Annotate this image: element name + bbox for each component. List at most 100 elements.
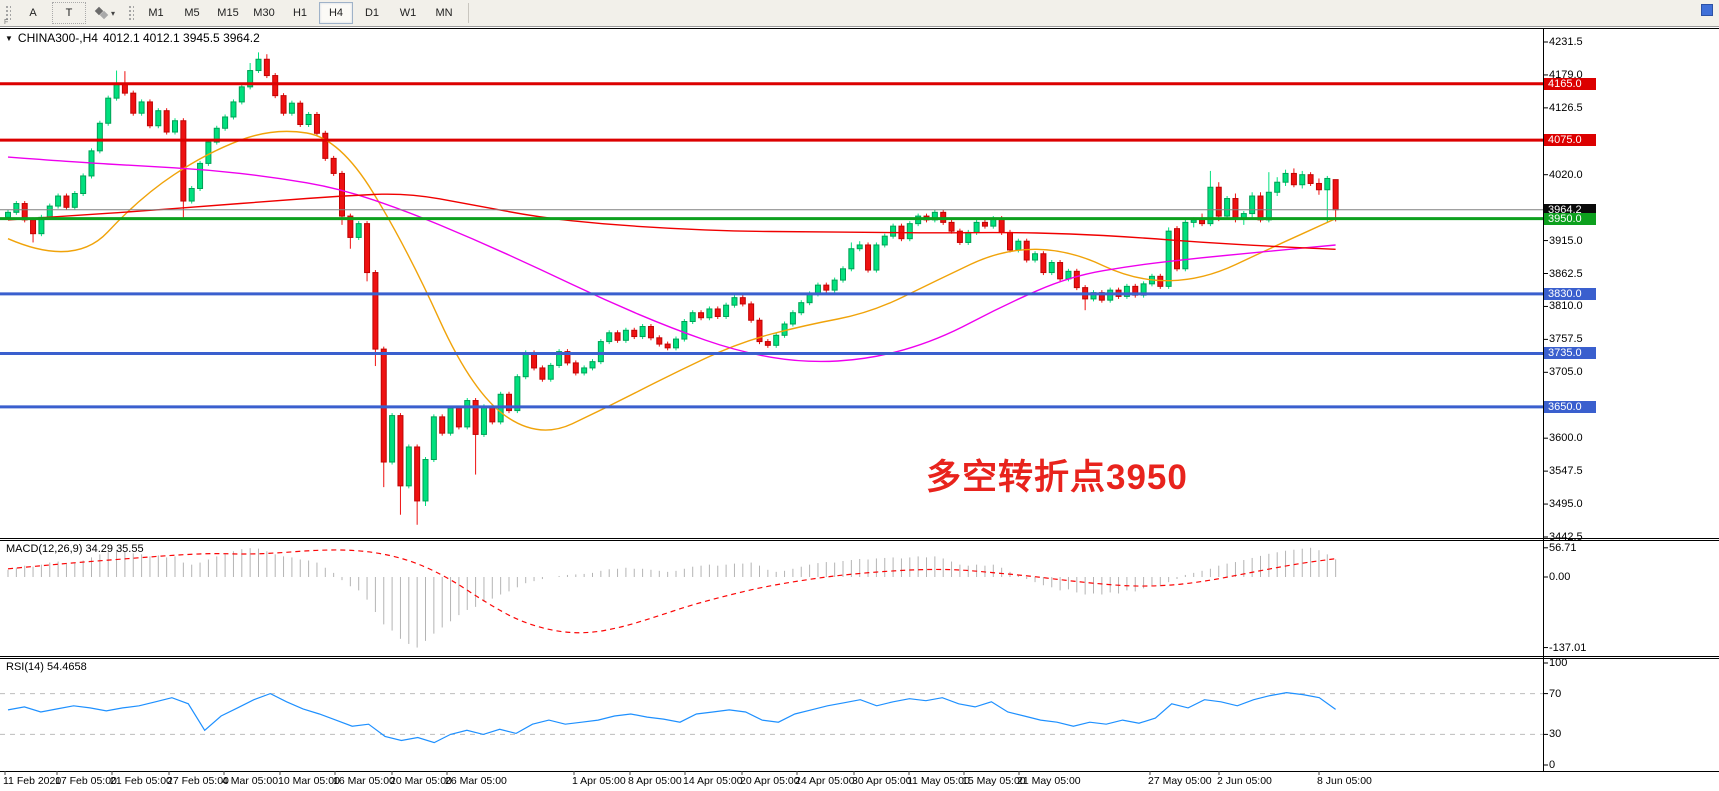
timeframe-button-d1[interactable]: D1 bbox=[364, 7, 380, 19]
time-tick-label: 17 Feb 05:00 bbox=[55, 775, 117, 787]
candle-body-bull bbox=[1182, 221, 1189, 270]
candle-body-bull bbox=[973, 221, 980, 233]
candle-body-bear bbox=[313, 113, 320, 134]
price-tick-label: 3495.0 bbox=[1549, 498, 1583, 511]
candle-body-bear bbox=[1315, 182, 1322, 191]
timeframe-button-h1[interactable]: H1 bbox=[292, 7, 308, 19]
timeframe-button-m1[interactable]: M1 bbox=[148, 7, 164, 19]
time-tick-label: 30 Apr 05:00 bbox=[852, 775, 912, 787]
macd-tick-label: 56.71 bbox=[1549, 541, 1577, 554]
candle-body-bear bbox=[455, 407, 462, 428]
candle-body-bull bbox=[681, 320, 688, 340]
candle-body-bull bbox=[113, 83, 120, 99]
timeframe-button-m15[interactable]: M15 bbox=[217, 7, 239, 19]
candle-body-bear bbox=[956, 230, 963, 243]
candle-body-bull bbox=[46, 205, 53, 218]
candle-body-bear bbox=[865, 244, 872, 271]
symbol-period-label: CHINA300-,H4 bbox=[17, 31, 98, 45]
timeframe-button-group: M1 M5 M15 M30 H1 H4 D1 W1 MN bbox=[138, 2, 462, 24]
timeframe-button-w1[interactable]: W1 bbox=[399, 7, 417, 19]
candle-body-bear bbox=[1307, 174, 1314, 184]
toolbar-divider bbox=[468, 3, 469, 23]
candle-body-bull bbox=[873, 244, 880, 271]
candle-body-bear bbox=[1332, 179, 1339, 211]
macd-tick-label: 0.00 bbox=[1549, 571, 1571, 583]
time-tick-label: 21 May 05:00 bbox=[1017, 775, 1081, 787]
candle-body-bear bbox=[121, 83, 128, 94]
time-tick-label: 8 Apr 05:00 bbox=[628, 775, 682, 787]
rsi-value: 54.4658 bbox=[46, 661, 87, 673]
candle-body-bull bbox=[731, 297, 738, 306]
candle-body-bull bbox=[464, 400, 471, 428]
candle-body-bull bbox=[1190, 219, 1197, 223]
candle-body-bear bbox=[539, 367, 546, 380]
candle-body-bull bbox=[405, 446, 412, 487]
candle-body-bull bbox=[55, 195, 62, 207]
candle-body-bear bbox=[180, 120, 187, 202]
candle-body-bull bbox=[856, 244, 863, 250]
candle-body-bear bbox=[647, 326, 654, 339]
candle-body-bear bbox=[1290, 172, 1297, 186]
timeframe-button-m30[interactable]: M30 bbox=[253, 7, 275, 19]
candle-body-bull bbox=[673, 338, 679, 349]
text-tool-button[interactable]: T bbox=[52, 2, 86, 24]
price-tick-label: 3810.0 bbox=[1549, 300, 1583, 313]
candle-body-bear bbox=[664, 343, 671, 349]
macd-indicator-label: MACD(12,26,9) 34.29 35.55 bbox=[6, 543, 144, 555]
candle-body-bear bbox=[263, 58, 270, 77]
candle-body-bull bbox=[848, 248, 855, 270]
candle-body-bull bbox=[1282, 172, 1289, 183]
candle-body-bear bbox=[489, 406, 496, 423]
candle-body-bull bbox=[480, 406, 487, 435]
candle-body-bull bbox=[890, 225, 897, 237]
candle-body-bull bbox=[831, 279, 838, 291]
toolbar-grip-handle-2[interactable] bbox=[127, 4, 134, 22]
candle-body-bull bbox=[422, 459, 429, 502]
candle-body-bull bbox=[556, 351, 563, 366]
rsi-tick-label: 0 bbox=[1549, 759, 1556, 771]
candle-body-bear bbox=[322, 132, 329, 159]
candle-body-bull bbox=[639, 326, 646, 338]
candle-body-bear bbox=[1199, 219, 1206, 225]
time-tick-label: 2 Jun 05:00 bbox=[1217, 775, 1272, 787]
candle-body-bull bbox=[589, 361, 596, 369]
candle-body-bear bbox=[714, 308, 721, 317]
candle-body-bull bbox=[13, 203, 20, 213]
candle-body-bear bbox=[63, 195, 70, 208]
candle-body-bull bbox=[305, 113, 312, 125]
symbol-dropdown-icon[interactable]: ▼ bbox=[5, 33, 13, 43]
candle-body-bear bbox=[948, 221, 955, 232]
price-tick-label: 4020.0 bbox=[1549, 168, 1583, 181]
candle-body-bull bbox=[105, 97, 112, 124]
ohlc-values: 4012.1 4012.1 3945.5 3964.2 bbox=[102, 31, 260, 45]
time-tick-label: 26 Mar 05:00 bbox=[445, 775, 507, 787]
time-tick-label: 20 Apr 05:00 bbox=[740, 775, 800, 787]
timeframe-button-h4[interactable]: H4 bbox=[319, 2, 353, 24]
text-label-tool-button[interactable]: A bbox=[29, 7, 37, 19]
candle-body-bear bbox=[1040, 253, 1047, 274]
toolbar-grip-handle[interactable]: F bbox=[4, 4, 11, 26]
candle-body-bear bbox=[1073, 270, 1080, 289]
candle-body-bull bbox=[222, 116, 229, 129]
price-tick-label: 4231.5 bbox=[1549, 36, 1583, 48]
candle-body-bull bbox=[155, 110, 162, 127]
candle-body-bear bbox=[280, 95, 287, 114]
macd-tick-label: -137.01 bbox=[1549, 641, 1587, 654]
candle-body-bear bbox=[146, 101, 153, 127]
timeframe-button-mn[interactable]: MN bbox=[435, 7, 453, 19]
timeframe-button-m5[interactable]: M5 bbox=[184, 7, 200, 19]
time-tick-label: 4 Mar 05:00 bbox=[222, 775, 279, 787]
chart-title: ▼ CHINA300-,H4 4012.1 4012.1 3945.5 3964… bbox=[5, 31, 260, 45]
arrow-tools-button[interactable]: ▾ bbox=[88, 2, 122, 24]
ma-fast-line bbox=[7, 130, 1336, 431]
candle-body-bear bbox=[364, 223, 371, 274]
candle-body-bull bbox=[5, 211, 11, 218]
time-tick-label: 14 Apr 05:00 bbox=[683, 775, 743, 787]
window-app-icon bbox=[1701, 4, 1713, 16]
time-tick-label: 10 Mar 05:00 bbox=[278, 775, 340, 787]
candle-body-bear bbox=[572, 362, 579, 374]
price-level-badge: 4075.0 bbox=[1544, 134, 1596, 147]
candle-body-bull bbox=[514, 376, 521, 412]
candle-body-bull bbox=[622, 329, 629, 341]
